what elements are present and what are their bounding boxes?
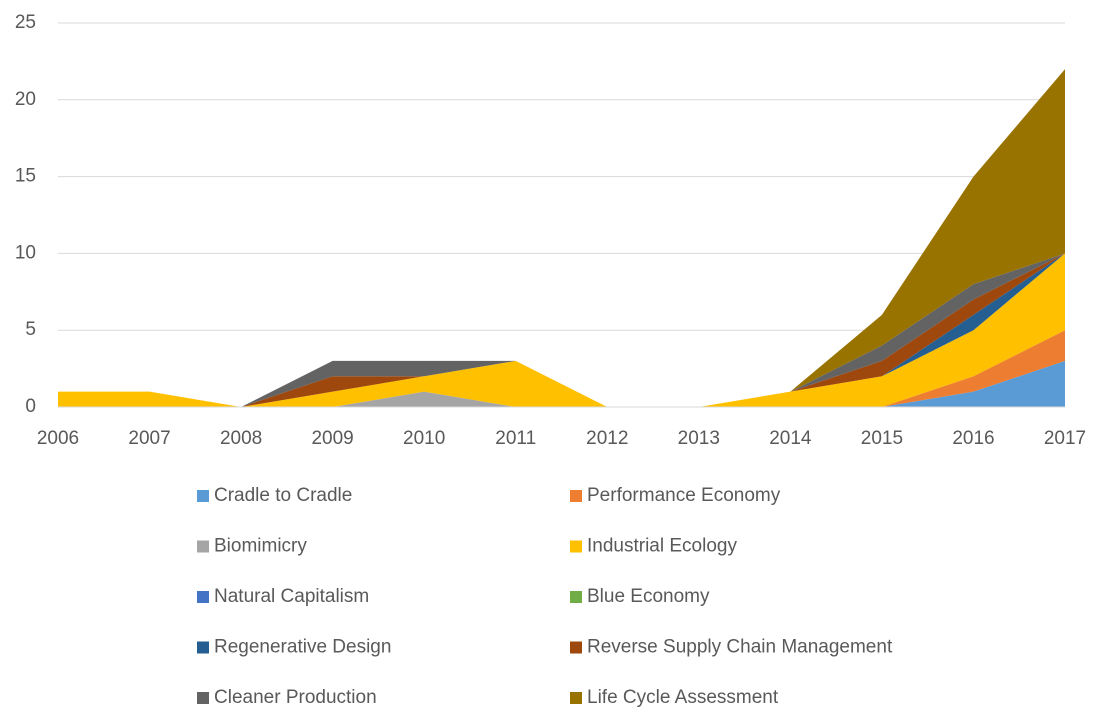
legend-swatch <box>197 641 209 654</box>
legend-swatch <box>570 540 582 553</box>
x-tick-label: 2017 <box>1044 428 1086 449</box>
legend-label: Cleaner Production <box>214 687 377 708</box>
x-tick-label: 2007 <box>128 428 170 449</box>
legend-swatch <box>570 641 582 654</box>
legend-swatch <box>570 692 582 704</box>
legend-label: Regenerative Design <box>214 637 391 658</box>
x-tick-label: 2016 <box>952 428 994 449</box>
x-tick-label: 2006 <box>37 428 79 449</box>
y-tick-label: 20 <box>15 89 36 110</box>
legend-label: Reverse Supply Chain Management <box>587 637 893 658</box>
legend-label: Cradle to Cradle <box>214 485 352 506</box>
x-tick-label: 2012 <box>586 428 628 449</box>
legend-swatch <box>197 692 209 704</box>
legend-label: Performance Economy <box>587 485 781 506</box>
legend-label: Blue Economy <box>587 586 710 607</box>
y-tick-label: 10 <box>15 242 36 263</box>
y-tick-label: 0 <box>25 396 36 417</box>
legend-swatch <box>197 591 209 603</box>
area <box>58 360 1065 407</box>
x-tick-label: 2013 <box>678 428 720 449</box>
x-tick-label: 2014 <box>769 428 812 449</box>
x-tick-label: 2011 <box>495 428 536 449</box>
y-tick-label: 15 <box>15 166 36 187</box>
legend-label: Biomimicry <box>214 536 307 557</box>
x-tick-label: 2010 <box>403 428 445 449</box>
legend-label: Natural Capitalism <box>214 586 369 607</box>
legend-swatch <box>570 490 582 502</box>
x-tick-label: 2015 <box>861 428 903 449</box>
legend-swatch <box>197 540 209 553</box>
x-tick-label: 2008 <box>220 428 262 449</box>
legend-swatch <box>570 591 582 603</box>
y-tick-label: 5 <box>25 319 36 340</box>
x-tick-label: 2009 <box>311 428 353 449</box>
legend-label: Life Cycle Assessment <box>587 687 779 708</box>
legend-label: Industrial Ecology <box>587 536 737 557</box>
legend-swatch <box>197 490 209 502</box>
y-tick-label: 25 <box>15 12 36 33</box>
